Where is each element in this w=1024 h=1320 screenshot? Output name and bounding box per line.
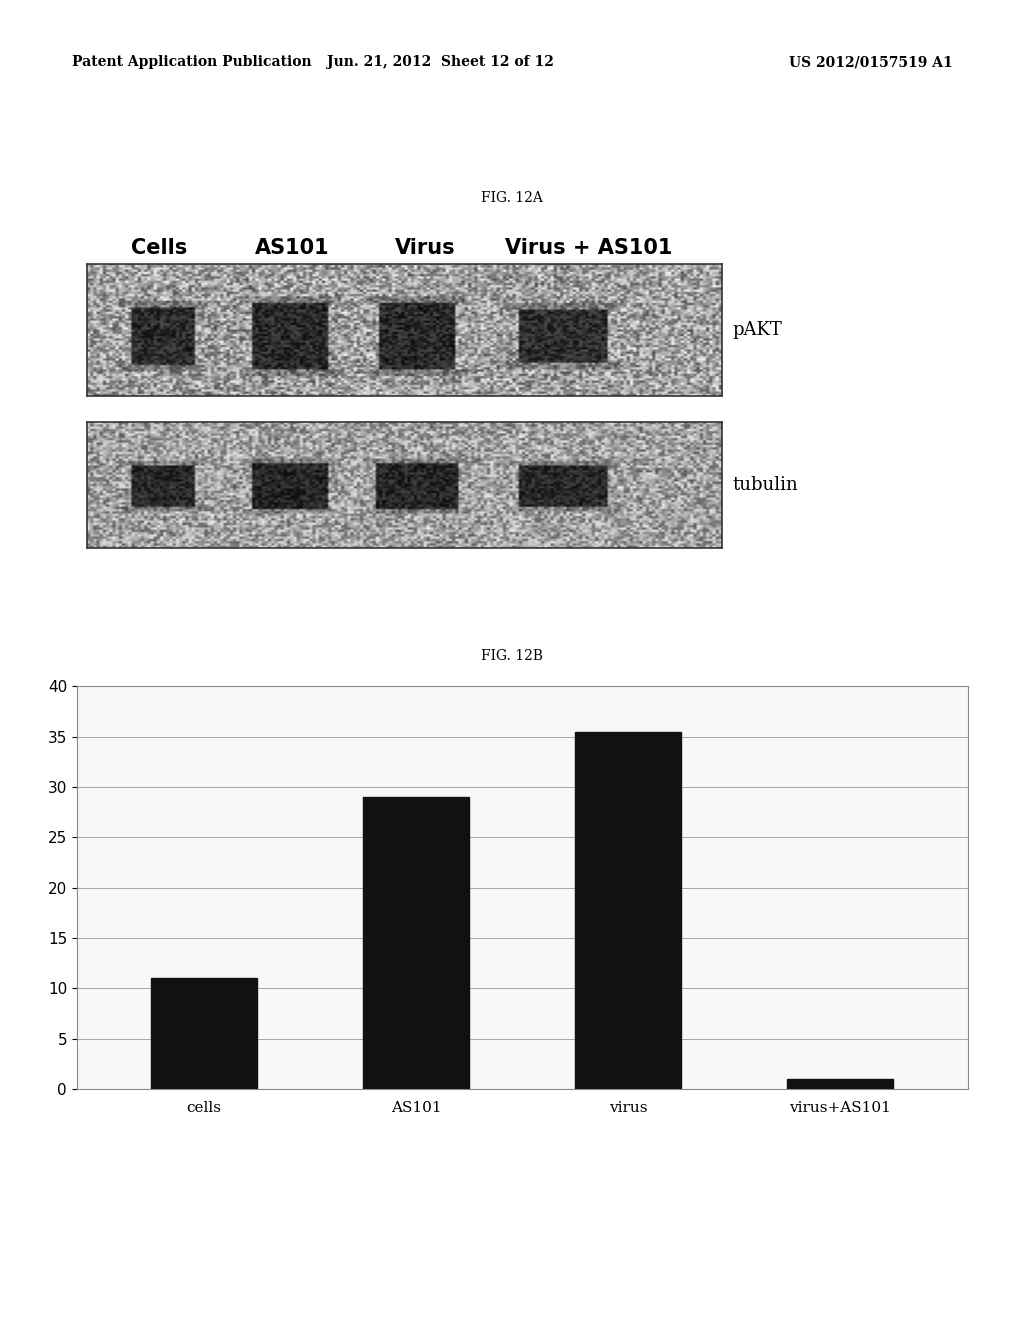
Bar [787,1078,893,1089]
Text: US 2012/0157519 A1: US 2012/0157519 A1 [788,55,952,70]
Text: Virus: Virus [394,238,456,257]
Text: FIG. 12B: FIG. 12B [481,649,543,664]
Text: Patent Application Publication: Patent Application Publication [72,55,311,70]
Text: Cells: Cells [131,238,186,257]
Text: FIG. 12A: FIG. 12A [481,191,543,206]
Bar [152,978,257,1089]
Text: tubulin: tubulin [732,477,798,494]
Text: Jun. 21, 2012  Sheet 12 of 12: Jun. 21, 2012 Sheet 12 of 12 [327,55,554,70]
Text: AS101: AS101 [255,238,329,257]
Bar [364,797,469,1089]
Bar [575,731,681,1089]
Text: pAKT: pAKT [732,321,782,339]
Text: Virus + AS101: Virus + AS101 [505,238,673,257]
